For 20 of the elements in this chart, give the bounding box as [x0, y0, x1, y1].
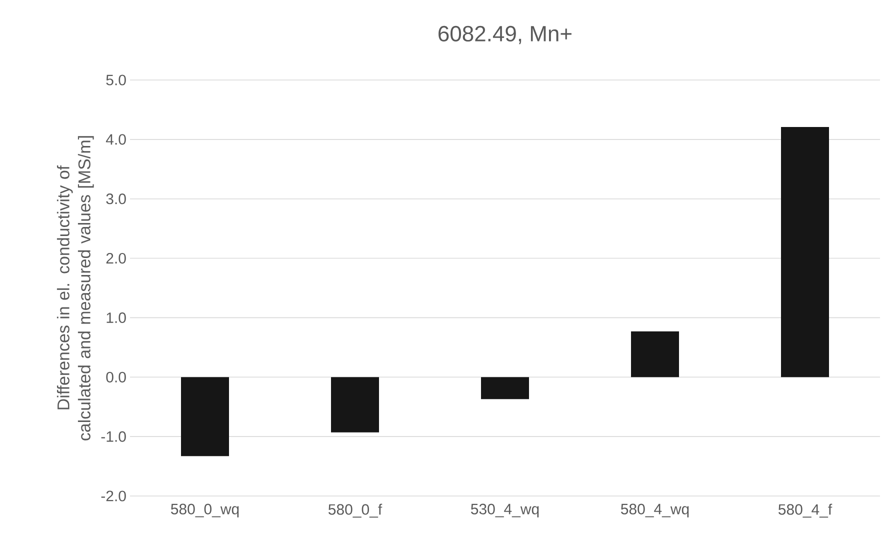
bar — [331, 377, 380, 432]
y-tick-label: 1.0 — [106, 312, 126, 324]
x-tick-label: 530_4_wq — [470, 504, 539, 518]
x-tick-label: 580_0_f — [328, 504, 382, 518]
y-axis-title: Differences in el. conductivity of calculated and measured values [MS/m] — [56, 136, 94, 440]
bar — [181, 377, 229, 456]
bar — [481, 377, 530, 400]
y-tick-label: -1.0 — [101, 431, 126, 442]
y-tick-label: 3.0 — [106, 194, 126, 204]
y-tick-label: 0.0 — [106, 372, 126, 382]
y-tick-label: -2.0 — [101, 490, 126, 502]
y-tick-label: 4.0 — [106, 134, 126, 145]
x-tick-label: 580_0_wq — [170, 504, 239, 518]
x-tick-label: 580_4_f — [778, 504, 832, 518]
y-tick-label: 2.0 — [106, 252, 126, 264]
chart-title: 6082.49, Mn+ — [438, 26, 572, 44]
x-tick-label: 580_4_wq — [620, 504, 689, 518]
bar — [781, 126, 830, 378]
y-tick-label: 5.0 — [106, 74, 126, 86]
bar — [631, 331, 680, 378]
